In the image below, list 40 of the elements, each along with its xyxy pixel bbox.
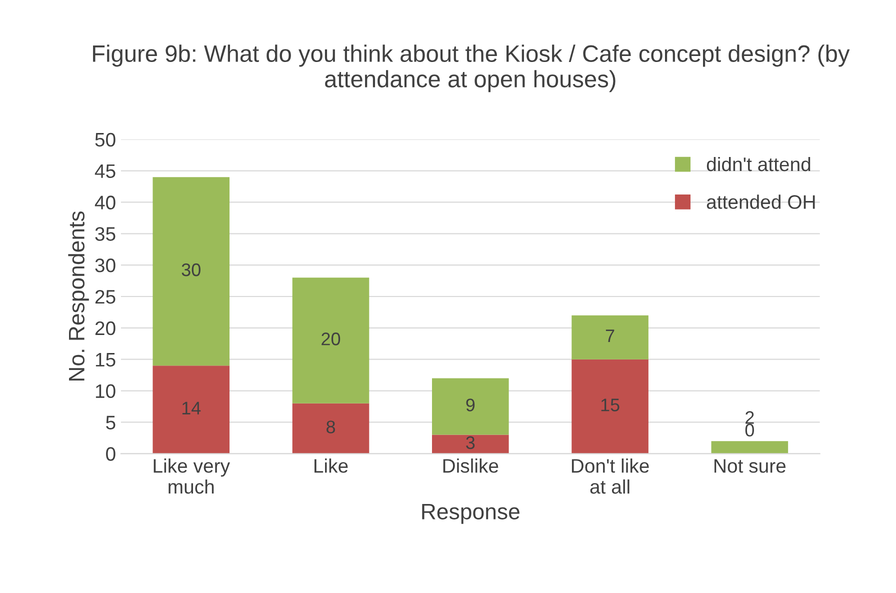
y-tick-label: 0	[106, 447, 116, 461]
legend-label: attended OH	[706, 194, 815, 209]
y-tick-label: 25	[95, 290, 116, 304]
data-label: 3	[466, 436, 475, 450]
x-tick-label: Don't like at all	[572, 458, 649, 494]
x-tick-label: Not sure	[714, 459, 786, 473]
data-label: 7	[606, 330, 614, 342]
y-tick-label: 15	[96, 353, 116, 367]
data-label: 8	[326, 420, 335, 434]
y-tick-label: 30	[95, 258, 116, 272]
bar	[292, 278, 370, 404]
bar	[292, 403, 370, 454]
y-tick-label: 10	[96, 384, 116, 398]
y-axis-title: No. Respondents	[68, 211, 89, 381]
bar	[152, 177, 230, 366]
data-label: 30	[182, 263, 200, 276]
data-label: 2	[746, 411, 754, 424]
x-tick-label: Like	[314, 458, 348, 473]
x-tick-label: Dislike	[443, 458, 498, 473]
x-tick-label: Like very much	[154, 458, 230, 494]
legend-label: didn't attend	[706, 156, 810, 172]
bar	[432, 378, 509, 435]
data-label: 20	[322, 332, 340, 346]
y-tick-label: 40	[94, 196, 116, 210]
y-tick-label: 45	[94, 164, 116, 178]
bar	[711, 441, 788, 454]
data-label: 14	[182, 402, 201, 414]
bar	[432, 434, 509, 454]
chart-title: Figure 9b: What do you think about the Kiosk / Cafe concept design? (by attendance at open houses)	[93, 44, 850, 92]
y-tick-label: 5	[106, 416, 116, 430]
data-label: 15	[601, 398, 620, 412]
bar	[572, 315, 648, 360]
bar	[572, 359, 648, 454]
y-tick-label: 50	[95, 132, 116, 147]
data-label: 0	[745, 424, 754, 436]
x-axis-title: Response	[422, 504, 520, 524]
y-tick-label: 20	[95, 321, 116, 336]
y-tick-label: 35	[95, 227, 116, 241]
data-label: 9	[466, 398, 475, 412]
bar	[152, 366, 230, 454]
